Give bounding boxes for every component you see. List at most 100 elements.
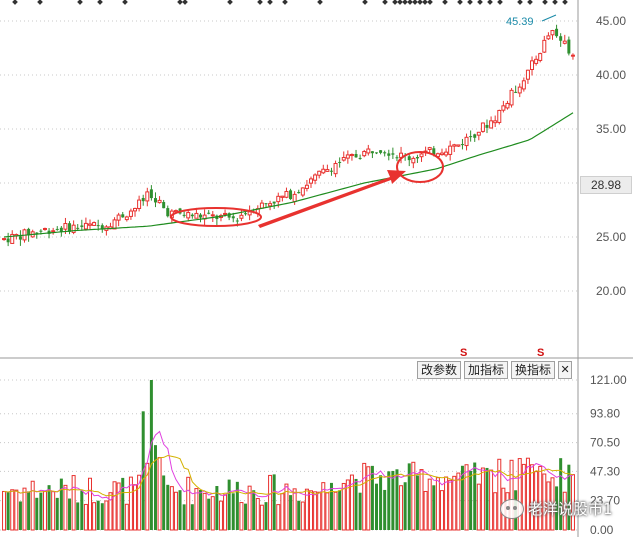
- peak-pointer: [541, 14, 557, 22]
- volume-bar: [509, 459, 514, 531]
- volume-bar: [162, 475, 166, 530]
- candle-body: [137, 199, 142, 209]
- volume-bar: [47, 485, 51, 530]
- volume-bar: [480, 467, 485, 531]
- candle-body: [317, 170, 322, 176]
- volume-tick-label: 23.70: [590, 494, 620, 508]
- candle-body: [149, 189, 153, 199]
- candle-body: [514, 91, 518, 93]
- volume-bar: [403, 482, 407, 530]
- volume-bar: [489, 469, 494, 531]
- volume-bar: [497, 458, 502, 531]
- candle-body: [395, 157, 399, 159]
- annotation-ellipse-left: [170, 207, 262, 227]
- volume-tick-label: 0.00: [590, 523, 614, 537]
- volume-bar: [186, 476, 191, 531]
- candle-body: [521, 80, 526, 90]
- candle-body: [501, 105, 506, 111]
- volume-bar: [562, 491, 567, 531]
- volume-bar: [309, 490, 314, 531]
- modify-params-button[interactable]: 改参数: [417, 361, 462, 379]
- volume-bar: [6, 492, 10, 530]
- volume-bar: [42, 490, 47, 531]
- candle-body: [71, 224, 76, 233]
- candle-body: [35, 232, 39, 234]
- candle-body: [162, 202, 166, 209]
- price-tick-label: 25.00: [596, 230, 626, 244]
- signal-dot: [422, 0, 428, 5]
- candle-body: [325, 169, 330, 172]
- volume-bar: [83, 503, 88, 531]
- price-tick-label: 45.00: [596, 14, 626, 28]
- candle-body: [309, 178, 314, 184]
- close-icon[interactable]: ✕: [558, 361, 573, 379]
- candle-body: [199, 214, 203, 218]
- candle-body: [419, 153, 424, 158]
- candle-body: [280, 195, 285, 198]
- volume-bar: [39, 492, 43, 530]
- volume-bar: [96, 500, 100, 530]
- volume-bar: [239, 502, 244, 531]
- volume-bar: [345, 479, 350, 531]
- candle-body: [374, 152, 378, 154]
- candle-body: [292, 193, 297, 202]
- candle-body: [567, 39, 571, 54]
- candle-body: [55, 228, 59, 230]
- add-indicator-button[interactable]: 加指标: [464, 361, 509, 379]
- candle-body: [244, 213, 248, 215]
- candle-body: [387, 153, 391, 156]
- signal-dot: [552, 0, 558, 5]
- change-indicator-button[interactable]: 换指标: [511, 361, 556, 379]
- candle-body: [231, 216, 235, 219]
- candle-body: [444, 151, 449, 156]
- signal-dot: [412, 0, 418, 5]
- signal-dot: [257, 0, 263, 5]
- volume-bar: [276, 504, 281, 531]
- signal-dot: [227, 0, 233, 5]
- candle-body: [427, 147, 432, 151]
- volume-bar: [173, 491, 178, 531]
- volume-bar: [427, 478, 432, 531]
- volume-bar: [272, 474, 276, 530]
- candle-body: [153, 198, 157, 203]
- candle-body: [570, 54, 575, 57]
- signal-dot: [427, 0, 433, 5]
- volume-bar: [124, 503, 129, 531]
- candle-body: [345, 154, 350, 159]
- volume-bar: [542, 473, 547, 531]
- volume-bar: [452, 475, 457, 531]
- volume-bar: [383, 489, 387, 530]
- volume-bar: [485, 467, 489, 530]
- price-tick-label: 35.00: [596, 122, 626, 136]
- volume-bar: [68, 498, 72, 530]
- candle-body: [121, 214, 125, 218]
- volume-bar: [374, 483, 378, 530]
- candle-body: [534, 58, 539, 64]
- volume-bar: [521, 463, 526, 531]
- candle-body: [272, 201, 276, 204]
- volume-bar: [169, 486, 174, 531]
- candle-body: [259, 202, 264, 209]
- volume-bar: [235, 481, 239, 530]
- peak-price-label: 45.39: [506, 16, 534, 28]
- volume-bar: [121, 477, 125, 530]
- candle-body: [509, 89, 514, 106]
- candle-body: [555, 28, 559, 37]
- candle-body: [166, 208, 170, 217]
- volume-bar: [366, 466, 371, 531]
- current-price-tag: 28.98: [580, 176, 632, 194]
- volume-bar: [259, 504, 264, 531]
- candle-body: [313, 174, 318, 181]
- sell-signal-marker: S: [537, 347, 544, 359]
- candle-body: [562, 40, 567, 44]
- candle-body: [480, 122, 485, 132]
- volume-bar: [555, 486, 559, 530]
- candle-body: [289, 190, 293, 200]
- volume-bar: [321, 482, 326, 531]
- volume-bar: [80, 490, 84, 530]
- volume-bar: [14, 489, 19, 531]
- volume-bar: [435, 477, 440, 531]
- volume-bar: [35, 497, 39, 530]
- candle-body: [448, 145, 453, 155]
- volume-bar: [456, 472, 461, 531]
